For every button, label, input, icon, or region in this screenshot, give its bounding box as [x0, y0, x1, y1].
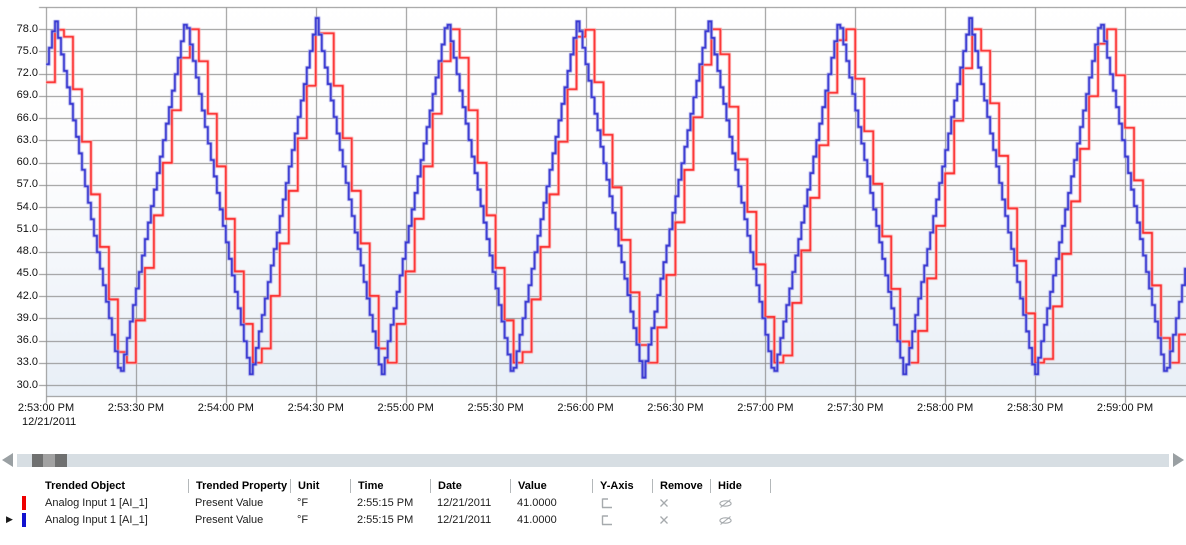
x-tick-label: 2:55:30 PM	[467, 402, 524, 414]
trended-object-cell: Analog Input 1 [AI_1]	[45, 513, 148, 526]
column-header-value[interactable]: Value	[510, 478, 592, 493]
legend-header-row: Trended Object Trended Property Unit Time Da…	[0, 477, 1186, 494]
date-cell: 12/21/2011	[437, 513, 492, 526]
x-axis-date-label: 12/21/2011	[22, 416, 77, 428]
column-header-trended-property[interactable]: Trended Property	[188, 478, 290, 493]
y-tick-label: 78.0	[16, 22, 38, 35]
row-marker: ▶	[0, 511, 38, 528]
x-tick-label: 2:57:00 PM	[737, 402, 794, 414]
y-tick-label: 60.0	[16, 156, 38, 169]
unit-cell: °F	[297, 513, 309, 526]
scroll-left-arrow[interactable]	[2, 453, 13, 467]
remove-x-icon[interactable]	[652, 497, 710, 508]
row-selection-arrow: ▶	[6, 514, 13, 524]
y-tick-label: 33.0	[16, 356, 38, 369]
legend-table-row[interactable]: Analog Input 1 [AI_1] Present Value °F 2:55…	[0, 494, 1186, 511]
column-header-remove[interactable]: Remove	[652, 478, 710, 493]
header-end-separator	[770, 478, 780, 493]
x-tick-label: 2:53:00 PM	[17, 402, 75, 414]
hide-eye-slash-icon[interactable]	[710, 497, 770, 509]
column-header-time[interactable]: Time	[350, 478, 430, 493]
column-header-y-axis[interactable]: Y-Axis	[592, 478, 652, 493]
y-tick-label: 51.0	[16, 222, 38, 235]
pen-color-marker	[22, 495, 26, 510]
trend-legend-table: Trended Object Trended Property Unit Time Da…	[0, 477, 1186, 528]
legend-table-row[interactable]: ▶ Analog Input 1 [AI_1] Present Value °F 2:5…	[0, 511, 1186, 528]
x-tick-label: 2:54:00 PM	[197, 402, 254, 414]
date-cell: 12/21/2011	[437, 496, 492, 509]
y-tick-label: 66.0	[16, 111, 38, 124]
x-tick-label: 2:58:30 PM	[1006, 402, 1064, 414]
time-cell: 2:55:15 PM	[357, 513, 414, 526]
y-tick-label: 72.0	[16, 67, 38, 80]
legend-marker-column	[0, 477, 38, 494]
time-cell: 2:55:15 PM	[357, 496, 414, 509]
column-header-hide[interactable]: Hide	[710, 478, 770, 493]
scrollbar-thumb-grip	[43, 454, 55, 467]
scrollbar-thumb-grip	[55, 454, 67, 467]
row-marker	[0, 494, 38, 511]
y-tick-label: 48.0	[16, 245, 38, 258]
trended-property-cell: Present Value	[195, 513, 264, 526]
scroll-right-arrow[interactable]	[1173, 453, 1184, 467]
y-tick-label: 63.0	[16, 133, 38, 146]
horizontal-scrollbar[interactable]	[0, 453, 1186, 468]
x-tick-label: 2:56:30 PM	[647, 402, 704, 414]
x-tick-label: 2:58:00 PM	[917, 402, 974, 414]
trend-chart: 78.0 75.0 72.0 69.0 66.0 63.0 60.0 57.0 54.0 51.0…	[0, 0, 1186, 428]
column-header-date[interactable]: Date	[430, 478, 510, 493]
unit-cell: °F	[297, 496, 309, 509]
column-header-unit[interactable]: Unit	[290, 478, 350, 493]
y-axis-icon[interactable]	[592, 513, 652, 526]
remove-x-icon[interactable]	[652, 514, 710, 525]
y-tick-label: 30.0	[16, 378, 38, 391]
x-tick-label: 2:55:00 PM	[377, 402, 434, 414]
y-tick-label: 75.0	[16, 44, 38, 57]
trended-property-cell: Present Value	[195, 496, 264, 509]
x-tick-label: 2:54:30 PM	[287, 402, 344, 414]
value-cell: 41.0000	[517, 513, 557, 526]
y-tick-label: 42.0	[16, 289, 38, 302]
y-axis-icon[interactable]	[592, 496, 652, 509]
y-tick-label: 36.0	[16, 334, 38, 347]
x-tick-label: 2:53:30 PM	[107, 402, 165, 414]
x-tick-label: 2:59:00 PM	[1096, 402, 1154, 414]
trend-plot-canvas	[0, 0, 1186, 404]
y-tick-label: 69.0	[16, 89, 38, 102]
pen-color-marker	[22, 512, 26, 527]
scrollbar-track[interactable]	[17, 454, 1169, 467]
x-tick-label: 2:57:30 PM	[827, 402, 884, 414]
y-tick-label: 45.0	[16, 267, 38, 280]
hide-eye-slash-icon[interactable]	[710, 514, 770, 526]
scrollbar-thumb-grip	[32, 454, 43, 467]
value-cell: 41.0000	[517, 496, 557, 509]
y-tick-label: 39.0	[16, 311, 38, 324]
scrollbar-thumb[interactable]	[32, 454, 67, 467]
x-tick-label: 2:56:00 PM	[557, 402, 614, 414]
y-tick-label: 57.0	[16, 178, 38, 191]
trended-object-cell: Analog Input 1 [AI_1]	[45, 496, 148, 509]
y-tick-label: 54.0	[16, 200, 38, 213]
column-header-trended-object[interactable]: Trended Object	[45, 479, 126, 492]
